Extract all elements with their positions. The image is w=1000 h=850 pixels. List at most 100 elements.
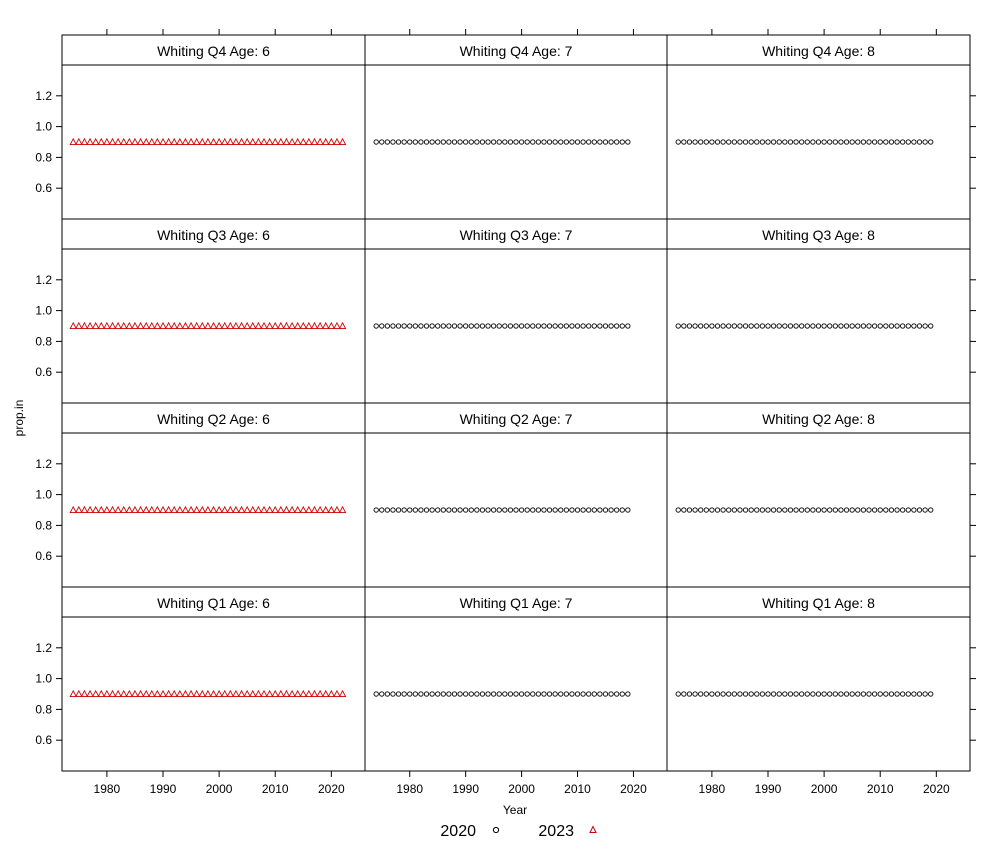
data-point-2023-1991 xyxy=(164,689,173,698)
data-point-2023-1979 xyxy=(97,505,106,514)
data-point-2020-1989 xyxy=(759,507,766,513)
data-point-2020-2002 xyxy=(530,139,536,145)
data-point-2020-1977 xyxy=(692,323,698,329)
data-point-2020-2010 xyxy=(877,507,883,513)
data-point-2020-2019 xyxy=(625,507,631,513)
data-point-2023-1984 xyxy=(125,137,134,146)
data-point-2023-2007 xyxy=(254,689,263,698)
data-point-2020-1997 xyxy=(502,691,508,697)
data-point-2023-1984 xyxy=(125,505,134,514)
panel-frame xyxy=(364,218,668,404)
data-point-2020-1992 xyxy=(474,507,480,513)
data-point-2020-1985 xyxy=(435,507,441,513)
data-point-2020-1987 xyxy=(446,323,452,329)
strip-label: Whiting Q4 Age: 6 xyxy=(157,43,270,59)
data-point-2020-1985 xyxy=(435,139,441,145)
data-point-2020-1986 xyxy=(742,691,749,697)
y-tick-label: 1.0 xyxy=(35,672,52,686)
data-point-2020-2017 xyxy=(916,323,923,329)
data-point-2023-2008 xyxy=(260,137,268,146)
data-point-2020-1993 xyxy=(782,507,788,513)
data-point-2020-1979 xyxy=(703,139,709,145)
data-point-2023-2013 xyxy=(288,689,296,698)
data-point-2020-1995 xyxy=(490,323,497,329)
data-point-2023-1979 xyxy=(97,689,106,698)
data-point-2020-2019 xyxy=(625,323,631,329)
data-point-2020-1993 xyxy=(479,323,486,329)
data-point-2020-1998 xyxy=(810,691,816,697)
data-point-2020-2012 xyxy=(586,691,592,697)
data-point-2020-2002 xyxy=(832,691,838,697)
data-point-2020-2006 xyxy=(552,323,558,329)
data-point-2020-1994 xyxy=(485,507,491,513)
data-point-2023-1996 xyxy=(192,321,201,330)
panel-frame xyxy=(666,218,971,404)
y-tick-label: 1.0 xyxy=(35,120,52,134)
data-point-2023-1987 xyxy=(142,321,150,330)
data-point-2020-2017 xyxy=(614,507,620,513)
data-point-2020-1975 xyxy=(379,139,385,145)
data-point-2020-2001 xyxy=(524,139,530,145)
data-point-2020-1982 xyxy=(418,507,424,513)
data-point-2023-2005 xyxy=(243,689,251,698)
data-point-2020-1980 xyxy=(407,139,413,145)
data-point-2020-1992 xyxy=(474,691,480,697)
data-point-2020-2008 xyxy=(866,323,872,329)
data-point-2020-2008 xyxy=(866,139,872,145)
data-point-2020-2003 xyxy=(535,323,542,329)
data-point-2023-1980 xyxy=(103,137,111,146)
panel-whiting-q4-age-6: Whiting Q4 Age: 6 xyxy=(61,34,366,220)
data-point-2023-1992 xyxy=(170,321,178,330)
data-point-2023-1980 xyxy=(103,505,111,514)
data-point-2023-2001 xyxy=(220,137,229,146)
data-point-2020-2010 xyxy=(574,691,581,697)
data-point-2023-1989 xyxy=(153,137,162,146)
data-point-2020-1997 xyxy=(502,139,508,145)
data-point-2020-1983 xyxy=(423,139,430,145)
data-point-2020-2005 xyxy=(849,139,855,145)
data-point-2020-1985 xyxy=(737,507,743,513)
y-tick-label: 1.2 xyxy=(35,641,52,655)
data-point-2020-1992 xyxy=(776,507,782,513)
data-point-2023-2002 xyxy=(226,321,235,330)
data-point-2020-1988 xyxy=(451,507,458,513)
data-point-2020-2018 xyxy=(922,323,928,329)
data-point-2020-2005 xyxy=(546,691,553,697)
data-point-2020-2014 xyxy=(900,691,906,697)
data-point-2023-1978 xyxy=(91,321,100,330)
data-point-2023-2012 xyxy=(282,689,291,698)
data-point-2020-2012 xyxy=(888,691,895,697)
data-point-2020-1997 xyxy=(804,323,810,329)
data-point-2020-2008 xyxy=(563,323,569,329)
data-point-2020-1988 xyxy=(451,139,458,145)
data-point-2020-1975 xyxy=(681,139,687,145)
data-point-2020-2010 xyxy=(574,139,581,145)
strip-label: Whiting Q4 Age: 7 xyxy=(460,43,573,59)
data-point-2020-2016 xyxy=(911,323,917,329)
panel-whiting-q3-age-6: Whiting Q3 Age: 6 xyxy=(61,218,366,404)
data-point-2020-1986 xyxy=(440,691,446,697)
y-tick-label: 0.6 xyxy=(35,181,52,195)
data-point-2020-2000 xyxy=(821,139,827,145)
data-point-2020-1984 xyxy=(731,507,737,513)
strip-label: Whiting Q3 Age: 8 xyxy=(762,227,875,243)
y-tick-label: 0.6 xyxy=(35,549,52,563)
data-point-2023-1989 xyxy=(153,689,162,698)
data-point-2020-2015 xyxy=(905,323,911,329)
data-point-2020-1987 xyxy=(446,507,452,513)
data-point-2020-2005 xyxy=(546,323,553,329)
data-point-2023-2000 xyxy=(215,321,223,330)
data-point-2020-2001 xyxy=(827,507,833,513)
data-point-2023-2004 xyxy=(237,321,246,330)
data-point-2020-1978 xyxy=(395,507,402,513)
data-point-2020-1990 xyxy=(765,507,771,513)
data-point-2023-1975 xyxy=(75,321,83,330)
data-point-2020-1990 xyxy=(463,691,469,697)
data-point-2023-1990 xyxy=(159,689,167,698)
data-point-2023-1978 xyxy=(91,689,100,698)
data-point-2020-1992 xyxy=(776,139,782,145)
data-point-2023-1983 xyxy=(119,505,128,514)
data-point-2023-2015 xyxy=(299,505,308,514)
data-point-2023-2014 xyxy=(293,321,302,330)
data-point-2023-1982 xyxy=(114,137,122,146)
